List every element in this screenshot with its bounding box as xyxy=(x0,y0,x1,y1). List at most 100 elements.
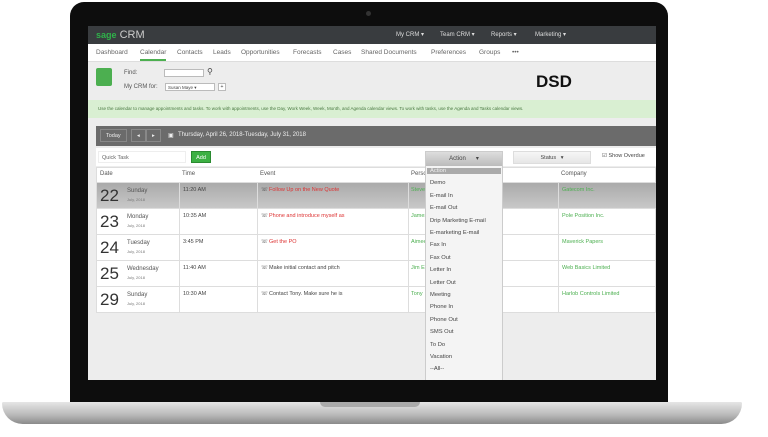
divider xyxy=(558,209,559,235)
task-icon: ☏ xyxy=(261,187,268,193)
table-row[interactable]: 25 Wednesday July, 2018 11:40 AM ☏ Make … xyxy=(97,260,656,287)
tab-groups[interactable]: Groups xyxy=(479,49,501,56)
menu-team-crm[interactable]: Team CRM ▾ xyxy=(440,32,475,38)
action-option[interactable]: E-mail In xyxy=(430,192,453,199)
action-select[interactable]: Action ▾ xyxy=(426,152,502,166)
action-option[interactable]: --All-- xyxy=(430,366,445,373)
action-option[interactable]: E-mail Out xyxy=(430,205,458,212)
event-link[interactable]: Follow Up on the New Quote xyxy=(269,187,340,193)
company-link[interactable]: Gatecom Inc. xyxy=(562,187,595,193)
person-link[interactable]: James xyxy=(411,213,428,219)
action-option[interactable]: E-marketing E-mail xyxy=(430,230,480,236)
status-select[interactable]: Status ▾ xyxy=(513,151,591,164)
event-time: 11:40 AM xyxy=(183,265,206,271)
action-option[interactable]: Fax Out xyxy=(430,254,451,261)
menu-marketing[interactable]: Marketing ▾ xyxy=(535,32,567,38)
divider xyxy=(257,287,258,313)
divider xyxy=(179,235,180,261)
tab-preferences[interactable]: Preferences xyxy=(431,49,467,56)
screen: sage CRM My CRM ▾ Team CRM ▾ Reports ▾ M… xyxy=(88,26,656,380)
event-link[interactable]: Get the PO xyxy=(269,239,297,245)
action-option[interactable]: SMS Out xyxy=(430,329,454,336)
month-year: July, 2018 xyxy=(127,197,145,202)
table-row[interactable]: 22 Sunday July, 2018 11:20 AM ☏ Follow U… xyxy=(97,182,656,209)
action-option[interactable]: Letter In xyxy=(430,267,452,274)
action-option[interactable]: Meeting xyxy=(430,292,451,298)
add-user-button[interactable]: + xyxy=(218,83,226,91)
day-number: 23 xyxy=(100,212,119,231)
header-date[interactable]: Date xyxy=(100,171,113,177)
tab-shared-documents[interactable]: Shared Documents xyxy=(361,49,417,56)
calendar-table: Date Time Event Person Company 22 Sunday… xyxy=(96,167,656,313)
tab-cases[interactable]: Cases xyxy=(333,49,352,56)
add-button[interactable]: Add xyxy=(191,151,211,163)
event-link[interactable]: Contact Tony. Make sure he is xyxy=(269,291,343,297)
company-link[interactable]: Maverick Papers xyxy=(562,239,603,245)
date-range: Thursday, April 26, 2018-Tuesday, July 3… xyxy=(178,132,306,138)
sage-crm-logo[interactable]: sage CRM xyxy=(96,29,145,41)
company-link[interactable]: Pole Position Inc. xyxy=(562,213,605,219)
tab-calendar[interactable]: Calendar xyxy=(140,49,167,61)
divider xyxy=(257,261,258,287)
person-link[interactable]: Aimee xyxy=(411,239,427,245)
show-overdue-checkbox[interactable]: ☑ Show Overdue xyxy=(602,153,645,159)
tab-opportunities[interactable]: Opportunities xyxy=(241,49,280,56)
action-option[interactable]: Vacation xyxy=(430,354,453,360)
divider xyxy=(179,287,180,313)
day-number: 25 xyxy=(100,264,119,283)
divider xyxy=(408,235,409,261)
quick-task-row: Quick Task Add Status ▾ ☑ Show Overdue xyxy=(96,148,656,166)
action-option[interactable]: To Do xyxy=(430,341,446,348)
divider xyxy=(257,183,258,209)
person-link[interactable]: Tony xyxy=(411,291,423,297)
month-year: July, 2018 xyxy=(127,275,145,280)
prev-button[interactable]: ◂ xyxy=(131,129,146,142)
company-link[interactable]: Harlob Controls Limited xyxy=(562,291,620,297)
divider xyxy=(558,183,559,209)
divider xyxy=(179,183,180,209)
action-option[interactable]: Phone In xyxy=(430,304,454,311)
event-link[interactable]: Make initial contact and pitch xyxy=(269,265,340,271)
tab-forecasts[interactable]: Forecasts xyxy=(293,49,322,56)
event-link[interactable]: Phone and introduce myself as xyxy=(269,213,345,219)
today-button[interactable]: Today xyxy=(100,129,127,142)
header-event[interactable]: Event xyxy=(260,171,276,177)
table-row[interactable]: 29 Sunday July, 2018 10:30 AM ☏ Contact … xyxy=(97,286,656,313)
company-link[interactable]: Web Basics Limited xyxy=(562,265,611,271)
divider xyxy=(408,261,409,287)
divider xyxy=(257,209,258,235)
divider xyxy=(408,287,409,313)
weekday: Tuesday xyxy=(127,240,150,246)
table-row[interactable]: 24 Tuesday July, 2018 3:45 PM ☏ Get the … xyxy=(97,234,656,261)
header-company[interactable]: Company xyxy=(561,171,587,177)
action-option[interactable]: Letter Out xyxy=(430,279,456,286)
tab-leads[interactable]: Leads xyxy=(213,49,231,56)
event-time: 3:45 PM xyxy=(183,239,204,245)
divider xyxy=(558,287,559,313)
person-link[interactable]: Jim E xyxy=(411,265,425,271)
menu-my-crm[interactable]: My CRM ▾ xyxy=(396,32,425,38)
action-option[interactable]: Action xyxy=(427,168,501,174)
next-button[interactable]: ▸ xyxy=(146,129,161,142)
action-dropdown[interactable]: Action ▾ Action Demo E-mail In E-mail Out Dr… xyxy=(425,151,503,380)
action-option[interactable]: Fax In xyxy=(430,242,447,249)
tab-more[interactable]: ••• xyxy=(512,49,519,56)
action-option[interactable]: Demo xyxy=(430,180,446,187)
quick-task-input[interactable]: Quick Task xyxy=(98,151,186,163)
month-year: July, 2018 xyxy=(127,249,145,254)
table-row[interactable]: 23 Monday July, 2018 10:35 AM ☏ Phone an… xyxy=(97,208,656,235)
task-icon: ☏ xyxy=(261,213,268,219)
menu-reports[interactable]: Reports ▾ xyxy=(491,32,517,38)
tab-dashboard[interactable]: Dashboard xyxy=(96,49,128,56)
header-time[interactable]: Time xyxy=(182,171,196,177)
header-person[interactable]: Person xyxy=(411,171,431,177)
search-icon[interactable]: ⚲ xyxy=(207,67,213,76)
divider xyxy=(408,209,409,235)
tab-contacts[interactable]: Contacts xyxy=(177,49,203,56)
my-crm-for-select[interactable]: Susan Maye ▾ xyxy=(165,83,215,91)
divider xyxy=(257,235,258,261)
person-link[interactable]: Steve xyxy=(411,187,426,193)
action-option[interactable]: Phone Out xyxy=(430,316,458,323)
find-input[interactable] xyxy=(164,69,204,77)
action-option[interactable]: Drip Marketing E-mail xyxy=(430,217,486,224)
